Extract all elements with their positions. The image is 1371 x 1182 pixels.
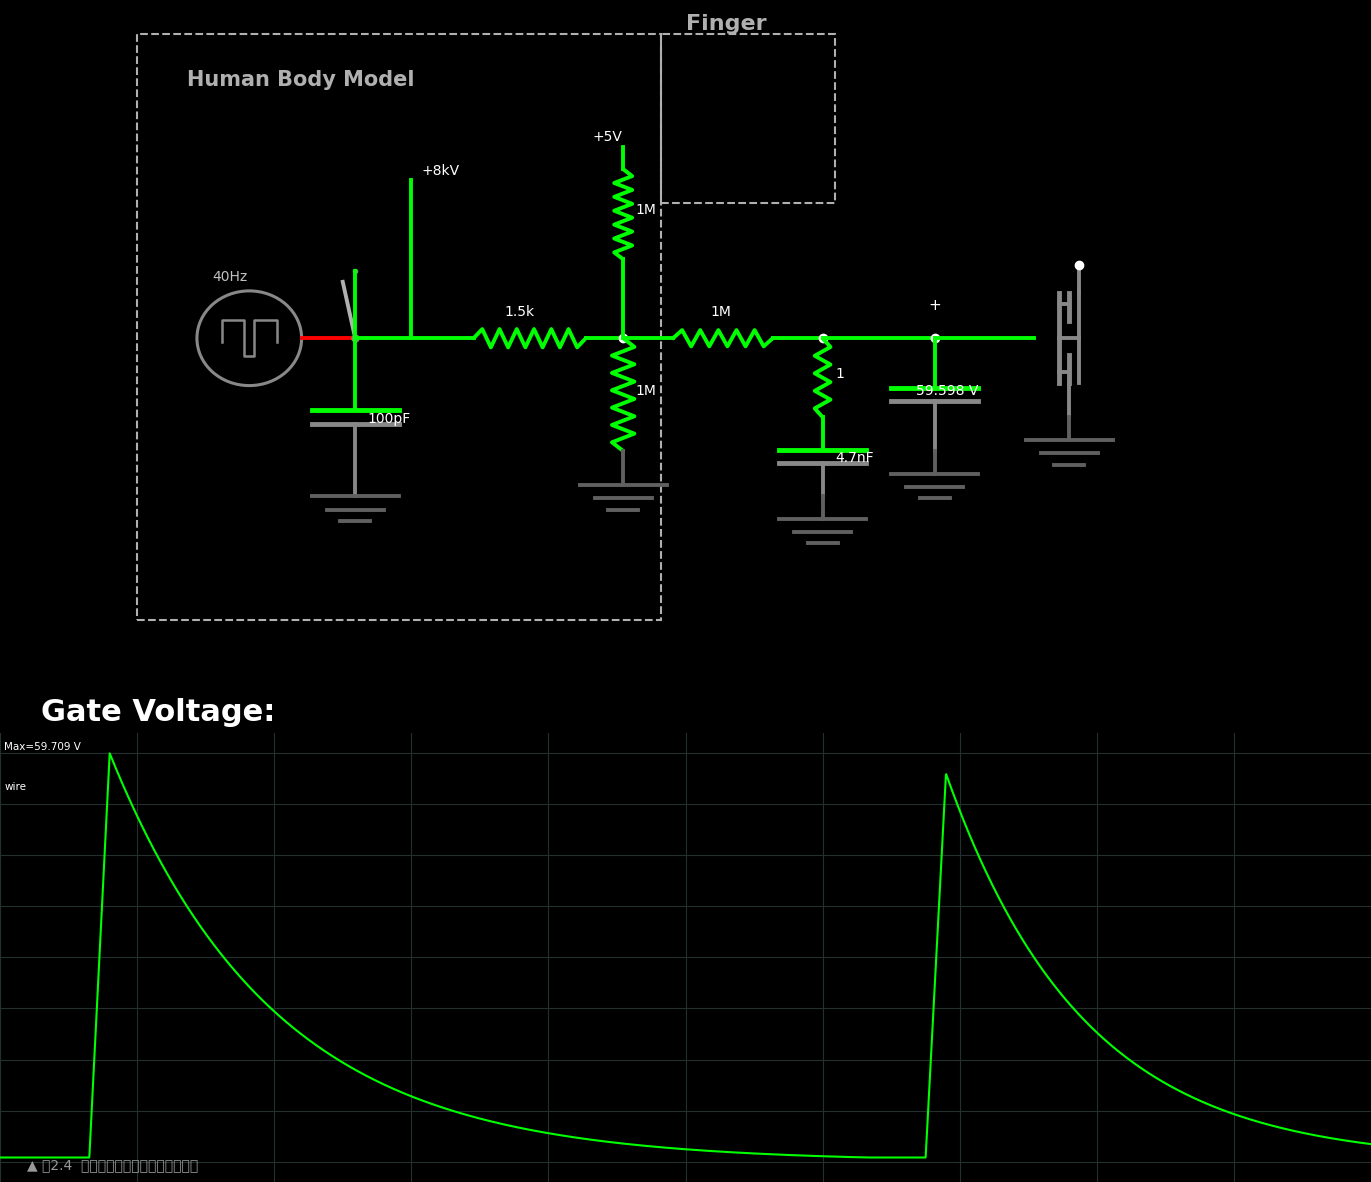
Text: Max=59.709 V: Max=59.709 V: [4, 742, 81, 752]
Bar: [137, 34, 661, 621]
Text: 59.598 V: 59.598 V: [916, 384, 979, 397]
Text: Finger: Finger: [686, 14, 766, 34]
Text: +: +: [928, 298, 942, 313]
Text: wire: wire: [4, 782, 26, 792]
Text: +8kV: +8kV: [421, 164, 459, 178]
Text: 1M: 1M: [636, 384, 657, 397]
Text: ▲ 图2.4  利用人工等效模型进行电路仿真: ▲ 图2.4 利用人工等效模型进行电路仿真: [27, 1158, 199, 1173]
Text: 1M: 1M: [710, 305, 731, 319]
Text: Human Body Model: Human Body Model: [186, 70, 414, 90]
Text: 100pF: 100pF: [367, 411, 411, 426]
Text: 4.7nF: 4.7nF: [835, 452, 873, 466]
Text: 1.5k: 1.5k: [505, 305, 535, 319]
Text: Gate Voltage:: Gate Voltage:: [41, 697, 276, 727]
Text: 40Hz: 40Hz: [213, 271, 247, 284]
Text: 1M: 1M: [636, 203, 657, 217]
Text: +5V: +5V: [592, 130, 622, 144]
Bar: [661, 34, 835, 203]
Text: 1: 1: [835, 366, 845, 381]
